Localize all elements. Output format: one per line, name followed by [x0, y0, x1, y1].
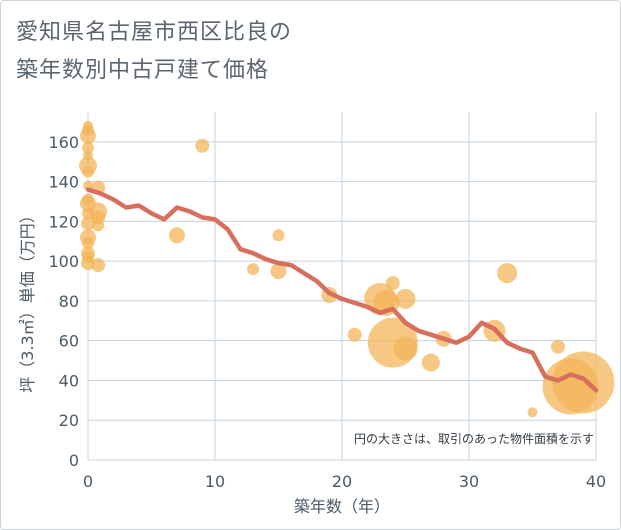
data-bubble [195, 138, 210, 153]
data-bubble [347, 327, 362, 342]
y-tick-label: 80 [59, 292, 79, 311]
x-tick-label: 10 [205, 472, 225, 491]
x-tick-label: 40 [586, 472, 606, 491]
data-bubble [527, 407, 538, 418]
data-bubble [82, 237, 94, 250]
y-tick-label: 60 [59, 332, 79, 351]
data-bubble [247, 263, 260, 276]
data-bubble [393, 336, 418, 361]
data-bubble [82, 165, 94, 178]
chart-title-line-1: 愛知県名古屋市西区比良の [16, 20, 293, 45]
y-tick-label: 120 [48, 212, 79, 231]
chart-title-line-2: 築年数別中古戸建て価格 [16, 58, 270, 83]
data-bubble [550, 339, 565, 354]
data-bubble [81, 216, 95, 231]
data-bubble [80, 127, 96, 144]
data-bubble [421, 353, 440, 372]
y-tick-label: 160 [48, 133, 79, 152]
y-tick-label: 140 [48, 173, 79, 192]
y-tick-label: 0 [69, 451, 79, 470]
x-tick-label: 20 [332, 472, 352, 491]
x-tick-label: 0 [83, 472, 93, 491]
data-bubble [92, 219, 105, 232]
y-tick-label: 100 [48, 252, 79, 271]
x-axis-label: 築年数（年） [294, 497, 390, 516]
data-bubble [385, 276, 400, 291]
data-bubble [270, 263, 287, 280]
data-bubble [91, 258, 106, 273]
x-tick-label: 30 [459, 472, 479, 491]
average-price-line [85, 187, 599, 393]
data-bubble [552, 351, 615, 414]
data-bubble [395, 288, 416, 309]
data-bubble [497, 263, 518, 284]
y-tick-label: 20 [59, 411, 79, 430]
bubble-size-note: 円の大きさは、取引のあった物件面積を示す [354, 431, 594, 446]
y-axis-label: 坪（3.3㎡）単価（万円） [18, 207, 37, 392]
y-tick-label: 40 [59, 371, 79, 390]
data-bubble [82, 141, 94, 154]
data-bubble [168, 227, 185, 244]
data-bubble [272, 229, 285, 242]
